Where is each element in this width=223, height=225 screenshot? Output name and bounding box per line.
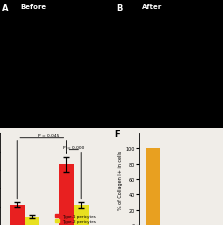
Bar [59, 165, 74, 225]
Bar [146, 149, 160, 225]
Bar [10, 205, 25, 225]
Text: Before: Before [20, 4, 47, 10]
Bar [74, 205, 89, 225]
Text: F: F [114, 129, 120, 138]
Y-axis label: % of Collagen I+ in cells: % of Collagen I+ in cells [118, 150, 123, 209]
Text: B: B [116, 4, 122, 13]
Text: P = 0.045: P = 0.045 [38, 133, 60, 137]
Bar [25, 217, 39, 225]
Legend: Type-1 pericytes, Type-2 pericytes: Type-1 pericytes, Type-2 pericytes [55, 214, 96, 223]
Text: P = 0.000: P = 0.000 [63, 145, 85, 149]
Text: A: A [2, 4, 9, 13]
Text: After: After [142, 4, 162, 10]
